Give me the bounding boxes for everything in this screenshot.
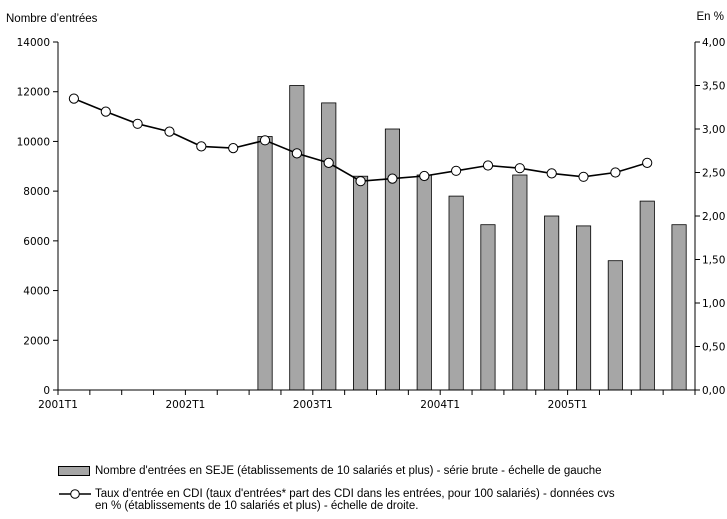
bar-legend-swatch xyxy=(58,466,90,476)
right-axis-title: En % xyxy=(697,11,725,23)
y-right-tick-label: 2,50 xyxy=(702,168,725,180)
point-2005T3 xyxy=(642,157,653,168)
bar-2004T3 xyxy=(512,174,528,391)
x-tick-label: 2004T1 xyxy=(420,399,460,411)
y-left-tick-label: 4000 xyxy=(23,286,50,298)
point-2005T2 xyxy=(610,167,621,178)
point-2003T3 xyxy=(387,173,398,184)
x-tick-label: 2003T1 xyxy=(293,399,333,411)
point-2004T1 xyxy=(451,165,462,176)
y-left-tick-label: 2000 xyxy=(23,335,50,347)
point-2002T3 xyxy=(259,135,271,146)
y-right-tick-label: 4,00 xyxy=(702,37,725,49)
y-left-tick-label: 14000 xyxy=(17,37,50,49)
line-legend-label-line2: en % (établissements de 10 salariés et p… xyxy=(95,500,419,512)
point-2001T4 xyxy=(164,126,175,137)
bar-2005T2 xyxy=(607,260,623,391)
point-2002T2 xyxy=(228,143,239,154)
y-right-tick-label: 3,00 xyxy=(702,124,725,136)
point-2002T4 xyxy=(291,148,302,159)
x-tick-label: 2005T1 xyxy=(548,399,588,411)
bar-2004T4 xyxy=(544,215,560,391)
bar-2003T2 xyxy=(352,175,369,391)
point-2001T3 xyxy=(132,118,143,129)
bar-2005T3 xyxy=(639,200,655,391)
bar-2003T3 xyxy=(384,128,400,391)
y-right-tick-label: 1,00 xyxy=(702,298,725,310)
y-right-tick-label: 0,50 xyxy=(702,342,725,354)
bar-2004T1 xyxy=(448,195,464,391)
x-tick-label: 2002T1 xyxy=(165,399,205,411)
y-right-tick-label: 2,00 xyxy=(702,211,725,223)
y-right-tick-label: 3,50 xyxy=(702,81,725,93)
point-2004T3 xyxy=(514,163,525,174)
bar-2002T3 xyxy=(257,136,273,391)
bar-2005T1 xyxy=(576,225,592,391)
point-2003T2 xyxy=(355,176,366,187)
bar-2003T1 xyxy=(321,102,337,391)
y-left-tick-label: 12000 xyxy=(17,87,50,99)
y-left-tick-label: 0 xyxy=(43,385,50,397)
bar-2003T4 xyxy=(416,174,432,391)
y-left-tick-label: 8000 xyxy=(23,186,50,198)
point-2004T4 xyxy=(546,168,557,179)
plot-area: Nombre d’entrées En % 0 2000 4000 6000 8000 100… xyxy=(6,11,725,411)
y-left-tick-label: 6000 xyxy=(23,236,50,248)
point-2003T4 xyxy=(419,170,430,182)
y-right-tick-label: 0,00 xyxy=(702,385,725,397)
bar-2004T2 xyxy=(480,224,496,391)
point-2005T1 xyxy=(578,171,589,182)
point-2001T1 xyxy=(68,93,80,104)
line-legend-label-line1: Taux d'entrée en CDI (taux d'entrées* pa… xyxy=(95,488,615,500)
bar-2002T4 xyxy=(289,85,305,391)
point-2001T2 xyxy=(100,106,111,117)
bar-legend-label: Nombre d'entrées en SEJE (établissements… xyxy=(95,465,602,477)
line-legend-marker xyxy=(59,489,91,499)
point-2004T2 xyxy=(482,160,494,171)
y-left-tick-label: 10000 xyxy=(17,136,50,148)
bar-2005T4 xyxy=(671,224,687,391)
x-tick-label: 2001T1 xyxy=(38,399,78,411)
left-axis-title: Nombre d’entrées xyxy=(6,13,98,25)
point-2003T1 xyxy=(323,157,334,168)
y-right-tick-label: 1,50 xyxy=(702,255,725,267)
point-2002T1 xyxy=(196,141,207,152)
cdi-rate-line xyxy=(73,97,648,183)
